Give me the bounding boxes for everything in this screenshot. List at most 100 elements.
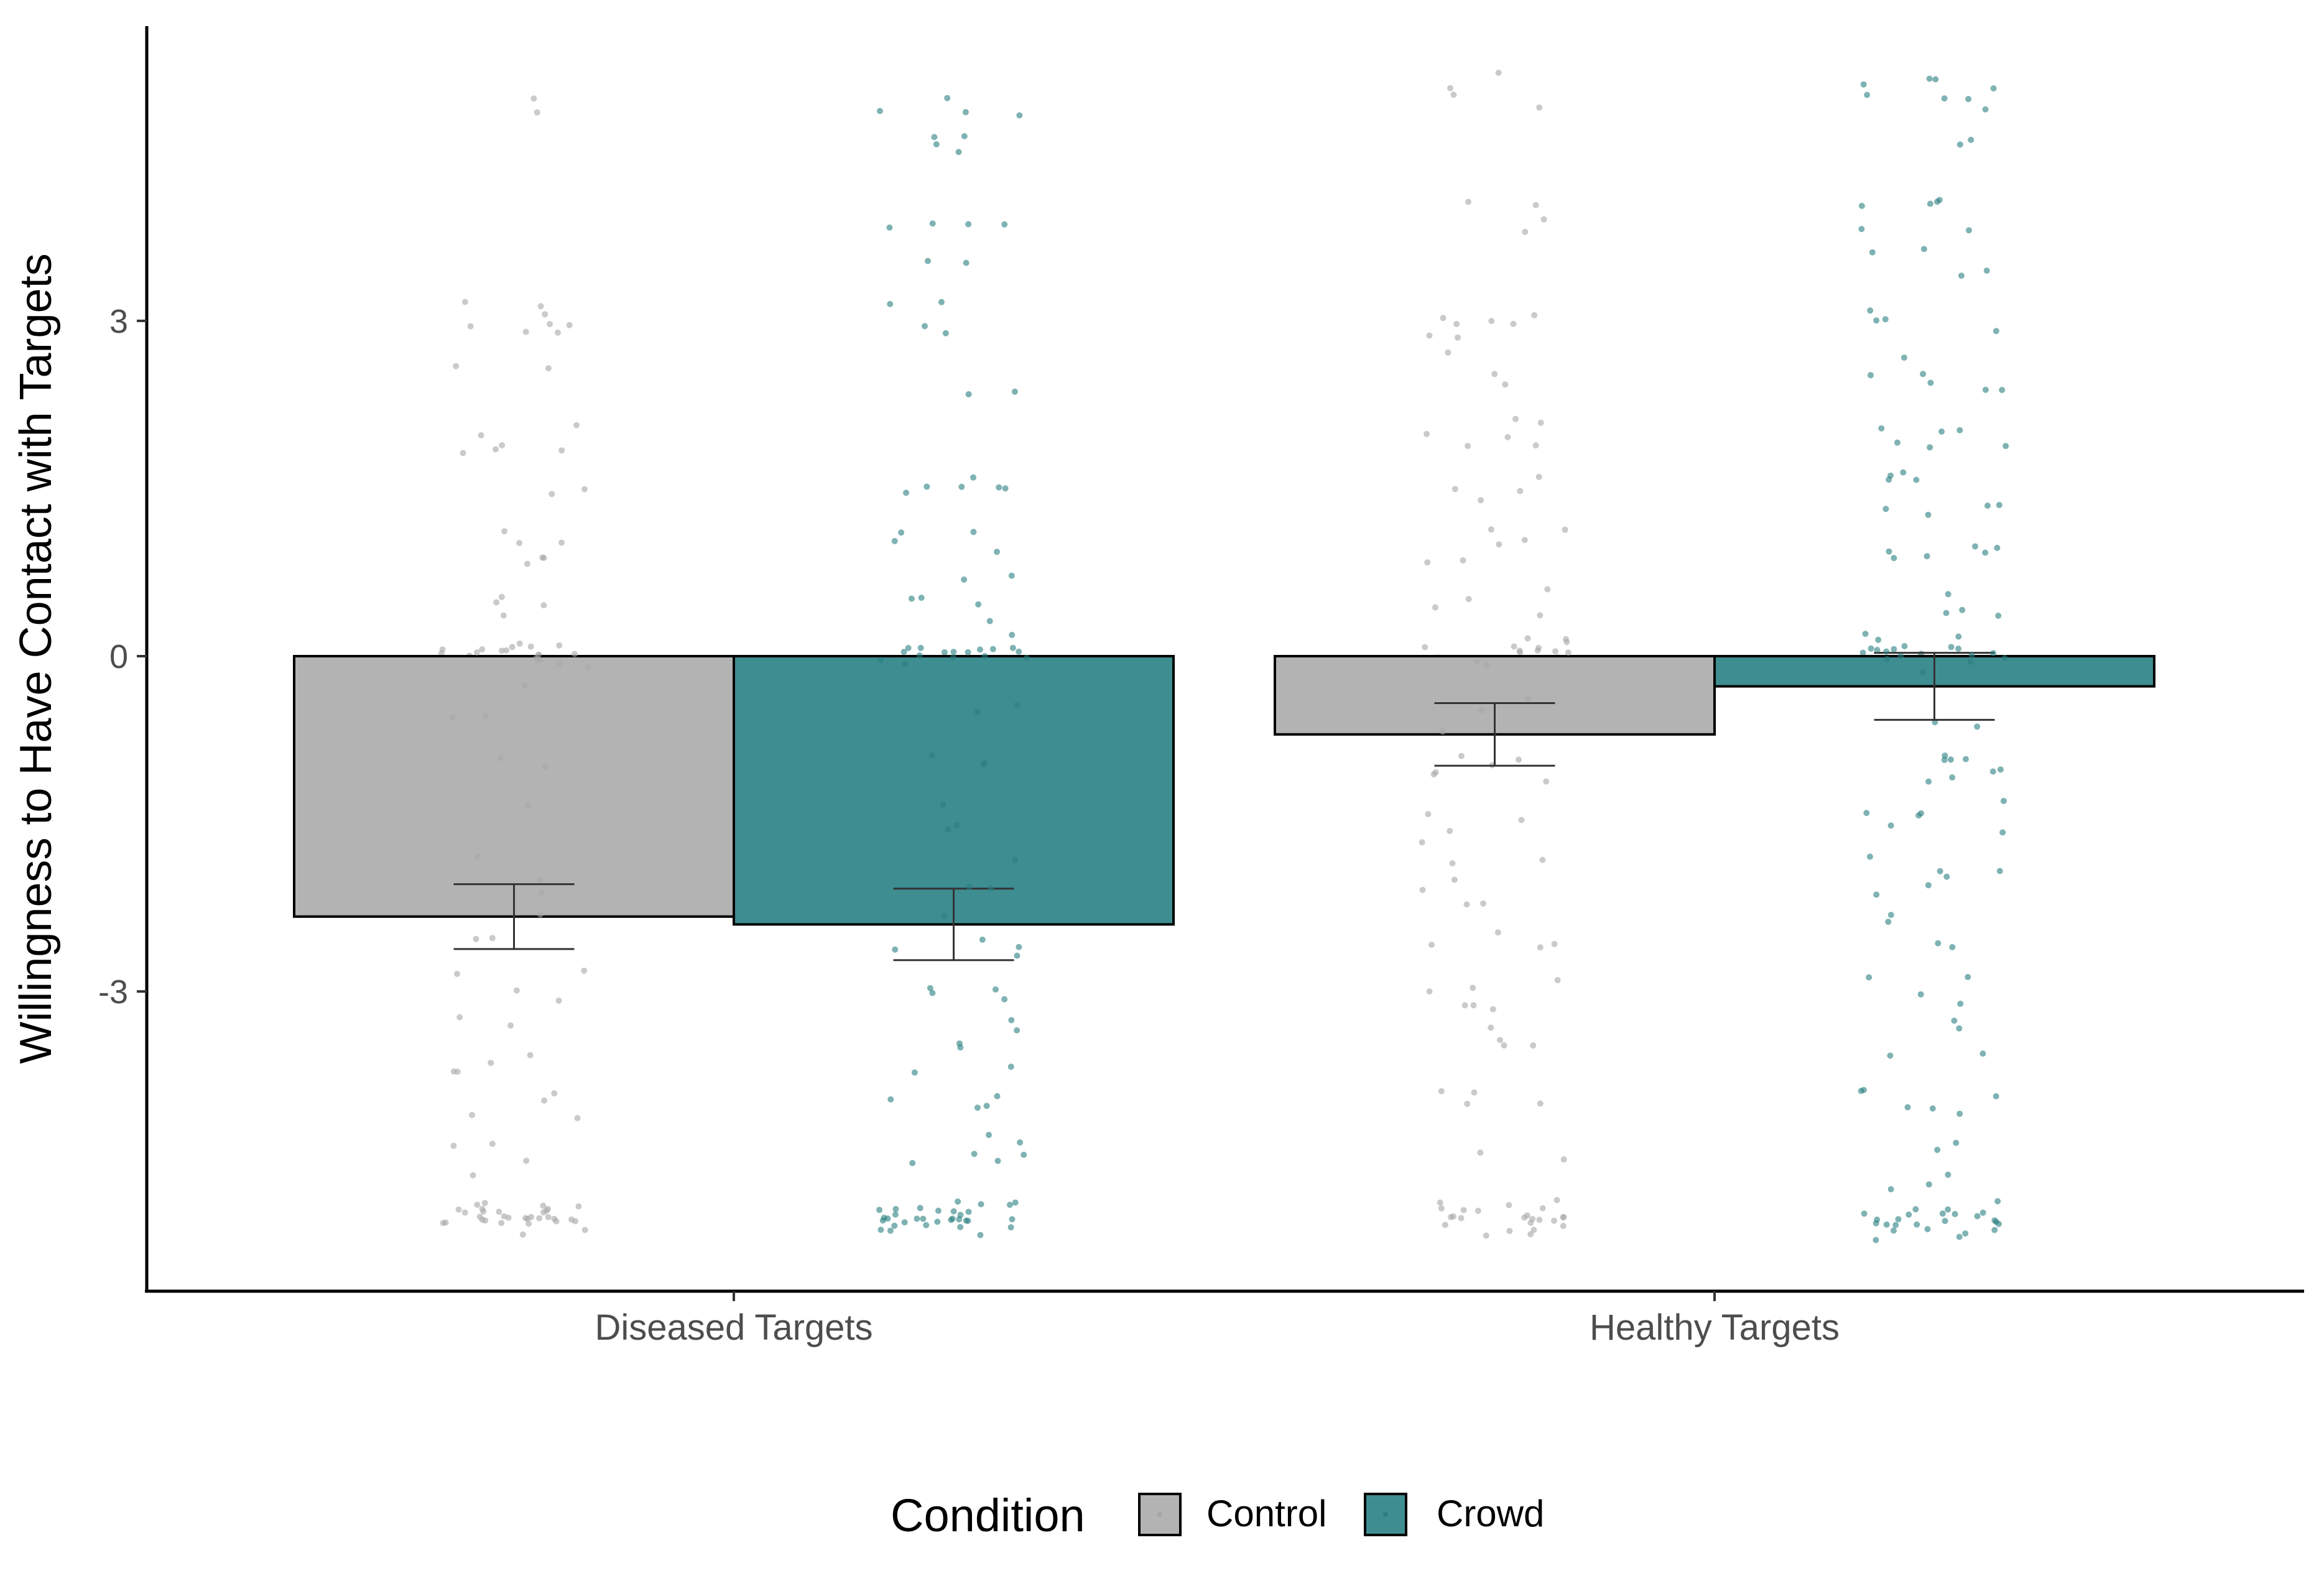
data-point-crowd-diseased-targets xyxy=(1009,644,1016,651)
data-point-crowd-diseased-targets xyxy=(965,391,972,397)
data-point-crowd-diseased-targets xyxy=(956,1216,963,1223)
data-point-crowd-diseased-targets xyxy=(957,1224,964,1230)
data-point-control-healthy-targets xyxy=(1516,756,1522,763)
data-point-crowd-healthy-targets xyxy=(1873,891,1880,898)
error-bars-layer xyxy=(453,652,1995,962)
data-point-crowd-healthy-targets xyxy=(1925,511,1932,518)
data-point-crowd-healthy-targets xyxy=(1945,1206,1951,1213)
data-point-control-healthy-targets xyxy=(1424,430,1430,437)
data-point-control-healthy-targets xyxy=(1506,1228,1513,1235)
data-point-crowd-diseased-targets xyxy=(1023,654,1030,661)
data-point-crowd-healthy-targets xyxy=(1990,650,1997,657)
data-point-crowd-healthy-targets xyxy=(1956,1233,1963,1240)
data-point-crowd-healthy-targets xyxy=(1994,1198,2001,1205)
data-point-control-healthy-targets xyxy=(1537,1100,1544,1107)
data-point-control-healthy-targets xyxy=(1551,940,1558,947)
data-point-crowd-healthy-targets xyxy=(1861,1087,1867,1093)
data-point-control-healthy-targets xyxy=(1496,541,1502,548)
data-point-control-healthy-targets xyxy=(1451,876,1458,883)
data-point-crowd-diseased-targets xyxy=(975,708,981,715)
data-point-control-healthy-targets xyxy=(1544,586,1551,593)
data-point-crowd-healthy-targets xyxy=(1935,940,1942,947)
data-point-control-healthy-targets xyxy=(1489,1006,1496,1013)
data-point-control-diseased-targets xyxy=(522,328,529,335)
data-point-control-healthy-targets xyxy=(1491,371,1498,378)
data-point-crowd-healthy-targets xyxy=(1875,636,1882,643)
data-point-crowd-healthy-targets xyxy=(1884,656,1891,662)
data-point-control-diseased-targets xyxy=(481,1200,488,1207)
data-point-crowd-diseased-targets xyxy=(1016,112,1023,119)
data-point-crowd-healthy-targets xyxy=(1887,912,1894,918)
data-point-control-diseased-targets xyxy=(519,1231,526,1238)
data-point-control-diseased-targets xyxy=(543,1207,550,1214)
data-point-control-diseased-targets xyxy=(555,997,562,1004)
data-point-control-healthy-targets xyxy=(1455,334,1461,341)
data-point-control-healthy-targets xyxy=(1442,1222,1448,1228)
data-point-crowd-healthy-targets xyxy=(1993,328,1999,335)
data-point-crowd-healthy-targets xyxy=(1974,723,1981,730)
data-point-control-healthy-targets xyxy=(1440,315,1447,322)
data-point-crowd-healthy-targets xyxy=(1927,200,1933,207)
data-point-crowd-diseased-targets xyxy=(1009,631,1016,638)
data-point-crowd-healthy-targets xyxy=(1955,646,1962,652)
x-ticks-layer: Diseased Targets Healthy Targets xyxy=(595,1291,1840,1348)
data-point-control-diseased-targets xyxy=(581,1227,588,1233)
data-point-crowd-healthy-targets xyxy=(1886,548,1892,555)
data-point-control-diseased-targets xyxy=(555,329,561,336)
data-point-control-healthy-targets xyxy=(1480,900,1486,907)
data-point-crowd-healthy-targets xyxy=(1941,95,1948,102)
data-point-control-diseased-targets xyxy=(523,1157,530,1164)
data-point-control-healthy-targets xyxy=(1504,434,1511,440)
data-point-crowd-healthy-targets xyxy=(1951,1211,1958,1217)
data-point-crowd-diseased-targets xyxy=(983,1103,990,1110)
data-point-crowd-diseased-targets xyxy=(1011,388,1018,395)
data-point-crowd-healthy-targets xyxy=(1997,766,2004,773)
data-point-control-healthy-targets xyxy=(1525,695,1532,702)
data-point-crowd-diseased-targets xyxy=(994,549,1000,555)
data-point-crowd-healthy-targets xyxy=(1943,873,1950,880)
data-point-control-diseased-targets xyxy=(474,1202,481,1208)
data-point-crowd-healthy-targets xyxy=(1942,1218,1948,1225)
data-point-crowd-diseased-targets xyxy=(1014,952,1021,959)
data-point-crowd-healthy-targets xyxy=(1873,317,1880,324)
data-point-crowd-diseased-targets xyxy=(1014,702,1021,708)
data-point-crowd-healthy-targets xyxy=(1962,1230,1969,1237)
data-point-control-healthy-targets xyxy=(1471,1089,1478,1096)
data-point-crowd-diseased-targets xyxy=(925,257,931,264)
data-point-crowd-diseased-targets xyxy=(905,644,912,651)
data-point-crowd-healthy-targets xyxy=(1915,812,1922,819)
data-point-control-diseased-targets xyxy=(566,322,573,328)
data-point-crowd-diseased-targets xyxy=(916,652,923,659)
data-point-crowd-healthy-targets xyxy=(1979,1050,1986,1057)
data-point-crowd-diseased-targets xyxy=(955,149,962,155)
data-point-control-healthy-targets xyxy=(1537,612,1544,619)
data-point-control-diseased-targets xyxy=(537,911,544,918)
data-point-control-healthy-targets xyxy=(1430,771,1437,777)
data-point-control-diseased-targets xyxy=(479,1205,486,1212)
data-point-control-diseased-targets xyxy=(473,649,480,656)
data-point-crowd-healthy-targets xyxy=(1968,136,1974,143)
data-point-control-diseased-targets xyxy=(545,365,552,372)
data-point-crowd-diseased-targets xyxy=(1007,1224,1014,1231)
data-point-control-healthy-targets xyxy=(1560,1223,1567,1230)
data-point-crowd-diseased-targets xyxy=(931,134,938,141)
data-point-control-diseased-targets xyxy=(556,642,563,649)
data-point-crowd-healthy-targets xyxy=(1999,829,2006,836)
data-point-crowd-diseased-targets xyxy=(934,1218,941,1225)
data-point-crowd-diseased-targets xyxy=(935,1207,942,1214)
data-point-crowd-healthy-targets xyxy=(1999,387,2006,393)
data-point-crowd-healthy-targets xyxy=(1963,756,1969,763)
bars-layer xyxy=(293,655,2155,926)
data-point-crowd-healthy-targets xyxy=(1974,1213,1981,1220)
data-point-control-diseased-targets xyxy=(574,1115,581,1121)
data-point-crowd-diseased-targets xyxy=(929,220,936,227)
data-point-control-diseased-targets xyxy=(461,299,468,305)
data-point-crowd-diseased-targets xyxy=(1006,1202,1013,1208)
data-point-crowd-healthy-targets xyxy=(1912,1206,1919,1213)
data-point-control-healthy-targets xyxy=(1419,839,1425,846)
data-point-control-healthy-targets xyxy=(1463,901,1470,908)
data-point-crowd-diseased-targets xyxy=(992,986,999,993)
data-point-control-healthy-targets xyxy=(1494,929,1501,936)
data-point-control-diseased-targets xyxy=(498,1220,505,1227)
data-point-crowd-healthy-targets xyxy=(1956,1025,1963,1032)
